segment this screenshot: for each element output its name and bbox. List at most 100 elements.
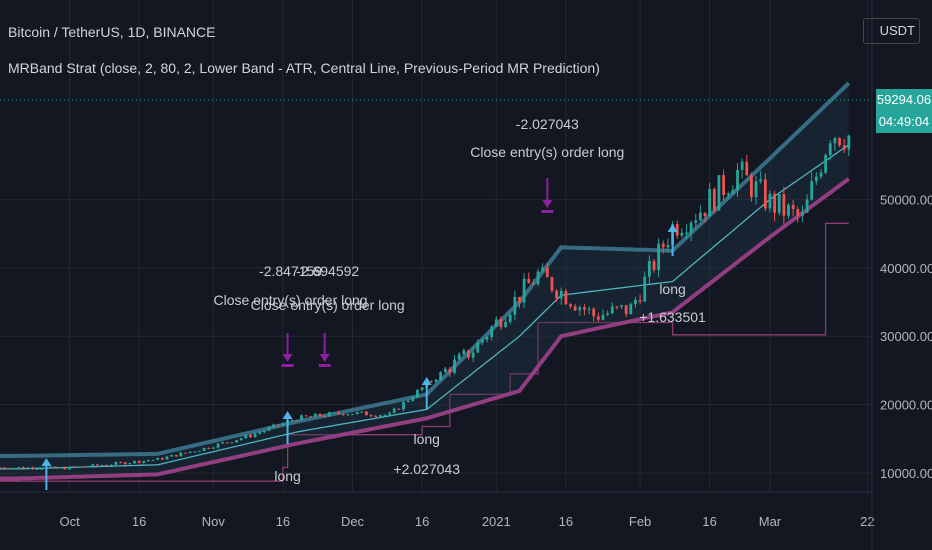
candle-body bbox=[675, 224, 679, 236]
candle-body bbox=[801, 212, 804, 216]
candle-body bbox=[647, 261, 651, 277]
candle-body bbox=[54, 466, 58, 468]
candle-body bbox=[170, 454, 174, 457]
close-order-label: Close entry(s) order long bbox=[214, 292, 368, 308]
candle-body bbox=[508, 314, 512, 322]
x-tick-label: 16 bbox=[132, 514, 146, 529]
candle-body bbox=[782, 194, 786, 216]
candle-body bbox=[522, 278, 526, 303]
candle-body bbox=[791, 204, 795, 210]
candle-body bbox=[601, 314, 605, 320]
candle-body bbox=[351, 414, 354, 416]
candle-body bbox=[661, 243, 665, 248]
candle-body bbox=[365, 411, 368, 416]
candle-body bbox=[685, 232, 688, 234]
y-tick-label: 50000.00 bbox=[880, 192, 932, 207]
candle-body bbox=[518, 296, 521, 303]
upper-band-line bbox=[0, 81, 851, 458]
candle-body bbox=[759, 179, 763, 182]
candle-body bbox=[652, 261, 656, 271]
candle-body bbox=[114, 462, 118, 465]
y-tick-label: 10000.00 bbox=[880, 466, 932, 481]
candlesticks bbox=[0, 134, 851, 470]
candle-body bbox=[448, 368, 452, 373]
candle-body bbox=[109, 464, 113, 466]
candle-body bbox=[295, 420, 299, 422]
close-value-label: -2.027043 bbox=[516, 116, 579, 132]
candle-body bbox=[31, 467, 34, 470]
candle-body bbox=[814, 176, 818, 182]
candle-body bbox=[96, 464, 99, 466]
candle-body bbox=[211, 447, 215, 449]
candle-body bbox=[77, 466, 81, 468]
candle-body bbox=[100, 465, 104, 467]
candle-body bbox=[754, 181, 758, 198]
candle-body bbox=[620, 305, 623, 307]
candle-body bbox=[318, 413, 322, 417]
long-signal-label: long bbox=[659, 281, 685, 297]
candle-body bbox=[453, 359, 456, 373]
bar-countdown-label: 04:49:04 bbox=[876, 111, 932, 133]
candle-body bbox=[550, 277, 554, 291]
candle-body bbox=[838, 138, 841, 146]
candle-body bbox=[439, 372, 443, 380]
candle-body bbox=[179, 452, 183, 457]
candle-body bbox=[128, 463, 132, 465]
central-line bbox=[0, 144, 850, 470]
x-tick-label: 16 bbox=[559, 514, 573, 529]
candle-body bbox=[133, 460, 136, 464]
candle-body bbox=[225, 442, 229, 444]
currency-button[interactable]: USDT bbox=[862, 18, 920, 44]
candle-body bbox=[198, 450, 201, 452]
candle-body bbox=[694, 220, 698, 223]
candle-body bbox=[82, 466, 85, 468]
long-signal-label: long bbox=[274, 468, 300, 484]
candle-body bbox=[72, 466, 76, 468]
candle-body bbox=[722, 175, 725, 195]
candle-body bbox=[276, 424, 280, 426]
candle-body bbox=[629, 304, 633, 315]
candle-body bbox=[773, 193, 776, 213]
candle-body bbox=[21, 467, 25, 469]
x-tick-label: 16 bbox=[702, 514, 716, 529]
candle-body bbox=[467, 350, 470, 358]
candle-body bbox=[736, 169, 739, 191]
close-arrow-head bbox=[319, 354, 330, 362]
candle-body bbox=[165, 456, 169, 460]
study-legend[interactable]: MRBand Strat (close, 2, 80, 2, Lower Ban… bbox=[8, 60, 600, 76]
candle-body bbox=[369, 415, 373, 417]
candle-body bbox=[184, 452, 187, 454]
close-arrow-bar bbox=[541, 210, 554, 213]
candle-body bbox=[712, 188, 716, 211]
candle-body bbox=[842, 145, 846, 150]
candle-body bbox=[63, 467, 67, 470]
candle-body bbox=[443, 368, 447, 373]
candle-body bbox=[833, 138, 837, 144]
candle-body bbox=[230, 442, 234, 444]
candle-body bbox=[323, 416, 327, 418]
candle-body bbox=[40, 468, 44, 470]
long-arrow-head bbox=[421, 377, 432, 385]
candle-body bbox=[193, 451, 197, 453]
candle-body bbox=[156, 458, 160, 460]
candle-body bbox=[504, 321, 507, 328]
candle-body bbox=[471, 352, 475, 358]
symbol-title[interactable]: Bitcoin / TetherUS, 1D, BINANCE bbox=[8, 24, 216, 40]
candle-body bbox=[726, 193, 730, 195]
candle-body bbox=[346, 414, 350, 416]
x-tick-label: 22 bbox=[860, 514, 874, 529]
candle-body bbox=[258, 432, 262, 434]
candle-body bbox=[202, 447, 206, 451]
x-tick-label: 2021 bbox=[482, 514, 511, 529]
candle-body bbox=[657, 243, 661, 271]
candle-body bbox=[819, 172, 823, 177]
candle-body bbox=[290, 420, 294, 422]
candle-body bbox=[638, 299, 642, 302]
candle-body bbox=[262, 430, 266, 433]
candle-body bbox=[388, 412, 392, 415]
candle-body bbox=[147, 460, 150, 462]
candle-body bbox=[750, 175, 753, 198]
candle-body bbox=[494, 319, 498, 327]
lower-band-line bbox=[0, 177, 850, 481]
